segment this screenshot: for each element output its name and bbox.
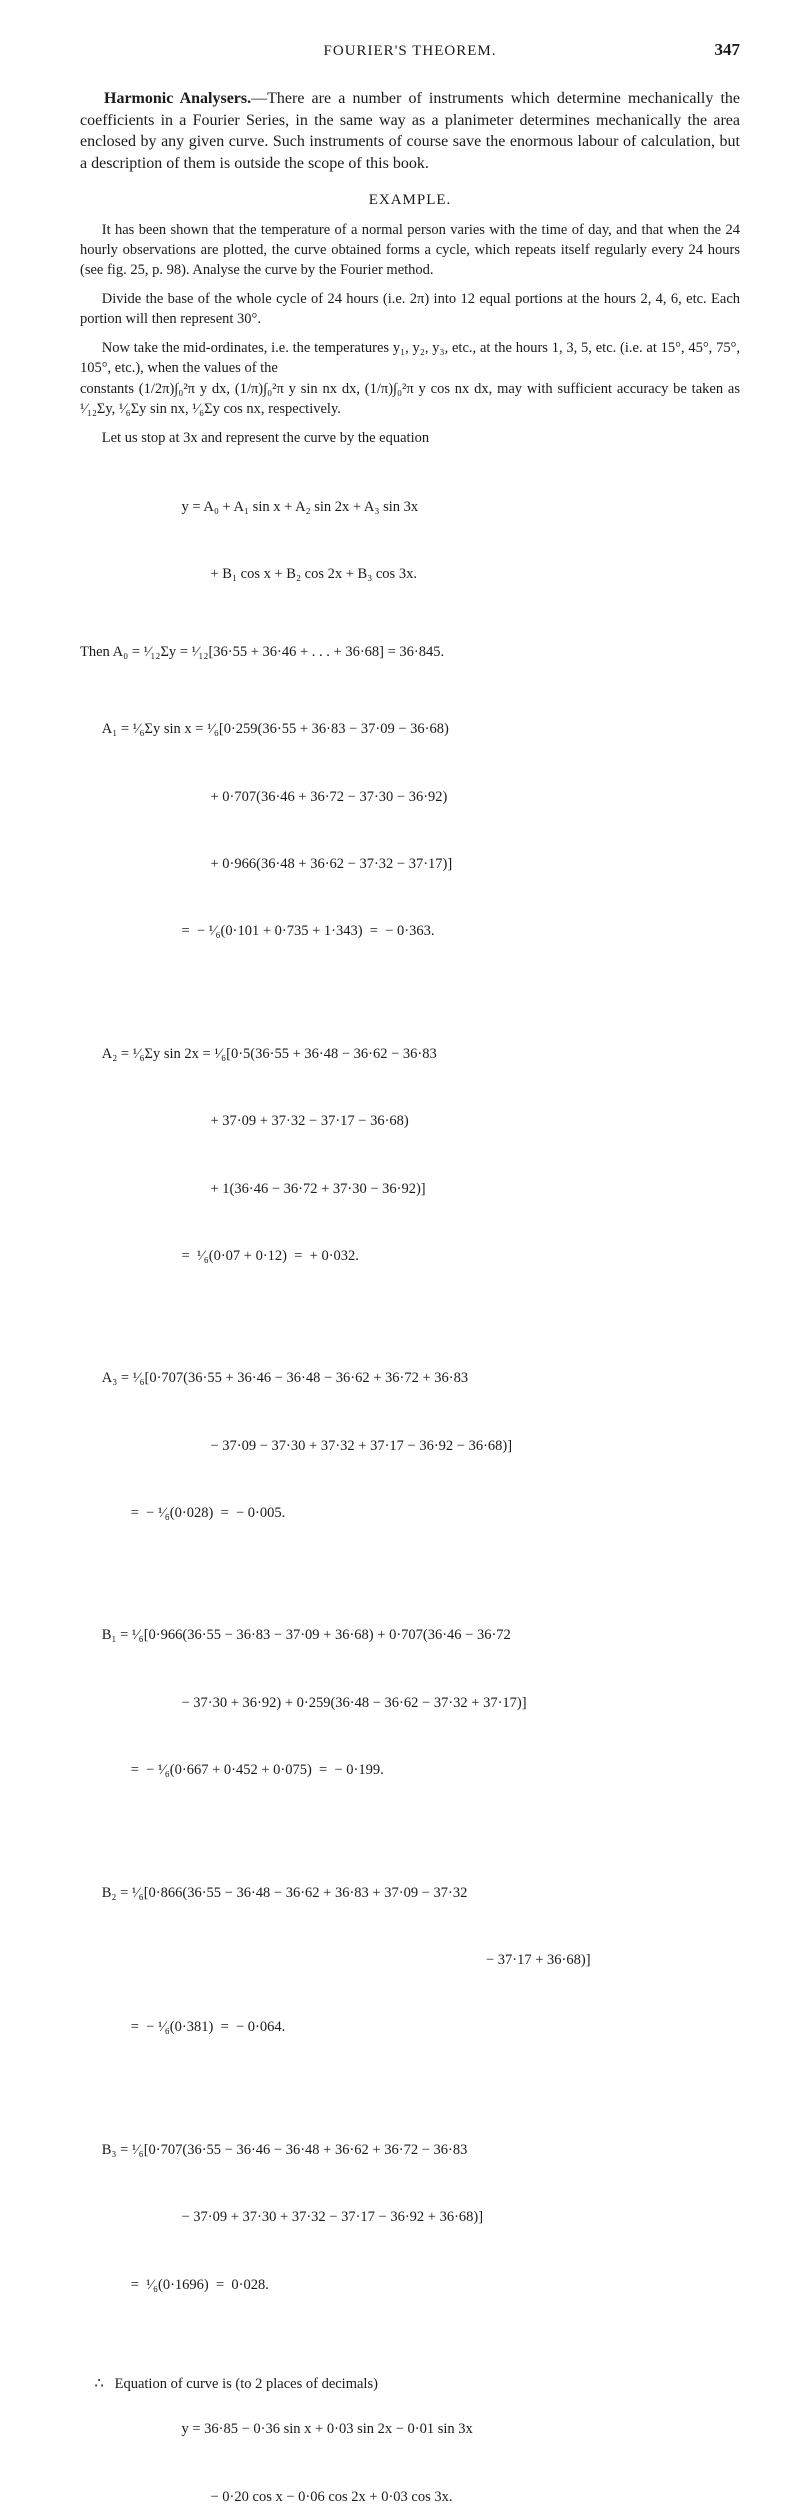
para-constants: constants (1/2π)∫₀²π y dx, (1/π)∫₀²π y s… xyxy=(80,380,740,419)
calc-A0: Then A₀ = ¹⁄₁₂Σy = ¹⁄₁₂[36·55 + 36·46 + … xyxy=(80,641,740,663)
paragraph-lead: Harmonic Analysers. xyxy=(104,90,251,107)
calc-line: y = 36·85 − 0·36 sin x + 0·03 sin 2x − 0… xyxy=(80,2418,740,2440)
calc-B3: B₃ = ¹⁄₆[0·707(36·55 − 36·46 − 36·48 + 3… xyxy=(80,2094,740,2341)
para-mid-ordinates: Now take the mid-ordinates, i.e. the tem… xyxy=(80,339,740,378)
calc-line: + 0·707(36·46 + 36·72 − 37·30 − 36·92) xyxy=(80,786,740,808)
calc-line: − 37·09 + 37·30 + 37·32 − 37·17 − 36·92 … xyxy=(80,2206,740,2228)
calc-line: − 37·09 − 37·30 + 37·32 + 37·17 − 36·92 … xyxy=(80,1435,740,1457)
calc-line: − 0·20 cos x − 0·06 cos 2x + 0·03 cos 3x… xyxy=(80,2486,740,2508)
example-heading: EXAMPLE. xyxy=(80,192,740,209)
calc-line: = − ¹⁄₆(0·667 + 0·452 + 0·075) = − 0·199… xyxy=(80,1759,740,1781)
calc-A3: A₃ = ¹⁄₆[0·707(36·55 + 36·46 − 36·48 − 3… xyxy=(80,1322,740,1569)
page-header: FOURIER'S THEOREM. 347 xyxy=(80,40,740,60)
calc-line: = − ¹⁄₆(0·028) = − 0·005. xyxy=(80,1502,740,1524)
calc-line: + 1(36·46 − 36·72 + 37·30 − 36·92)] xyxy=(80,1178,740,1200)
para-let-us-stop: Let us stop at 3x and represent the curv… xyxy=(80,429,740,449)
calc-A1: A₁ = ¹⁄₆Σy sin x = ¹⁄₆[0·259(36·55 + 36·… xyxy=(80,673,740,988)
calc-line: + 37·09 + 37·32 − 37·17 − 36·68) xyxy=(80,1110,740,1132)
calc-line: − 37·30 + 36·92) + 0·259(36·48 − 36·62 −… xyxy=(80,1692,740,1714)
page: FOURIER'S THEOREM. 347 Harmonic Analyser… xyxy=(0,0,800,2510)
calc-line: B₁ = ¹⁄₆[0·966(36·55 − 36·83 − 37·09 + 3… xyxy=(80,1624,740,1646)
calc-line: A₂ = ¹⁄₆Σy sin 2x = ¹⁄₆[0·5(36·55 + 36·4… xyxy=(80,1043,740,1065)
calc-line: = ¹⁄₆(0·07 + 0·12) = + 0·032. xyxy=(80,1245,740,1267)
calc-line: = − ¹⁄₆(0·101 + 0·735 + 1·343) = − 0·363… xyxy=(80,920,740,942)
para-example-intro: It has been shown that the temperature o… xyxy=(80,221,740,280)
equation-main: y = A₀ + A₁ sin x + A₂ sin 2x + A₃ sin 3… xyxy=(80,451,740,631)
calc-A2: A₂ = ¹⁄₆Σy sin 2x = ¹⁄₆[0·5(36·55 + 36·4… xyxy=(80,998,740,1313)
eq-line: + B₁ cos x + B₂ cos 2x + B₃ cos 3x. xyxy=(80,563,740,585)
para-divide-base: Divide the base of the whole cycle of 24… xyxy=(80,290,740,329)
calc-line: = ¹⁄₆(0·1696) = 0·028. xyxy=(80,2274,740,2296)
para-harmonic-analysers: Harmonic Analysers.—There are a number o… xyxy=(80,88,740,174)
calc-B2: B₂ = ¹⁄₆[0·866(36·55 − 36·48 − 36·62 + 3… xyxy=(80,1837,740,2084)
calc-B1: B₁ = ¹⁄₆[0·966(36·55 − 36·83 − 37·09 + 3… xyxy=(80,1580,740,1827)
calc-line: + 0·966(36·48 + 36·62 − 37·32 − 37·17)] xyxy=(80,853,740,875)
calc-line: A₃ = ¹⁄₆[0·707(36·55 + 36·46 − 36·48 − 3… xyxy=(80,1367,740,1389)
calc-line: B₃ = ¹⁄₆[0·707(36·55 − 36·46 − 36·48 + 3… xyxy=(80,2139,740,2161)
conclusion: ∴ Equation of curve is (to 2 places of d… xyxy=(80,2351,740,2510)
conclusion-lead: ∴ Equation of curve is (to 2 places of d… xyxy=(95,2376,378,2392)
running-head: FOURIER'S THEOREM. xyxy=(130,43,690,60)
eq-line: y = A₀ + A₁ sin x + A₂ sin 2x + A₃ sin 3… xyxy=(80,496,740,518)
page-number: 347 xyxy=(690,40,740,60)
calc-line: A₁ = ¹⁄₆Σy sin x = ¹⁄₆[0·259(36·55 + 36·… xyxy=(80,718,740,740)
calc-line: B₂ = ¹⁄₆[0·866(36·55 − 36·48 − 36·62 + 3… xyxy=(80,1882,740,1904)
calc-line: = − ¹⁄₆(0·381) = − 0·064. xyxy=(80,2016,740,2038)
calc-line: − 37·17 + 36·68)] xyxy=(80,1949,740,1971)
